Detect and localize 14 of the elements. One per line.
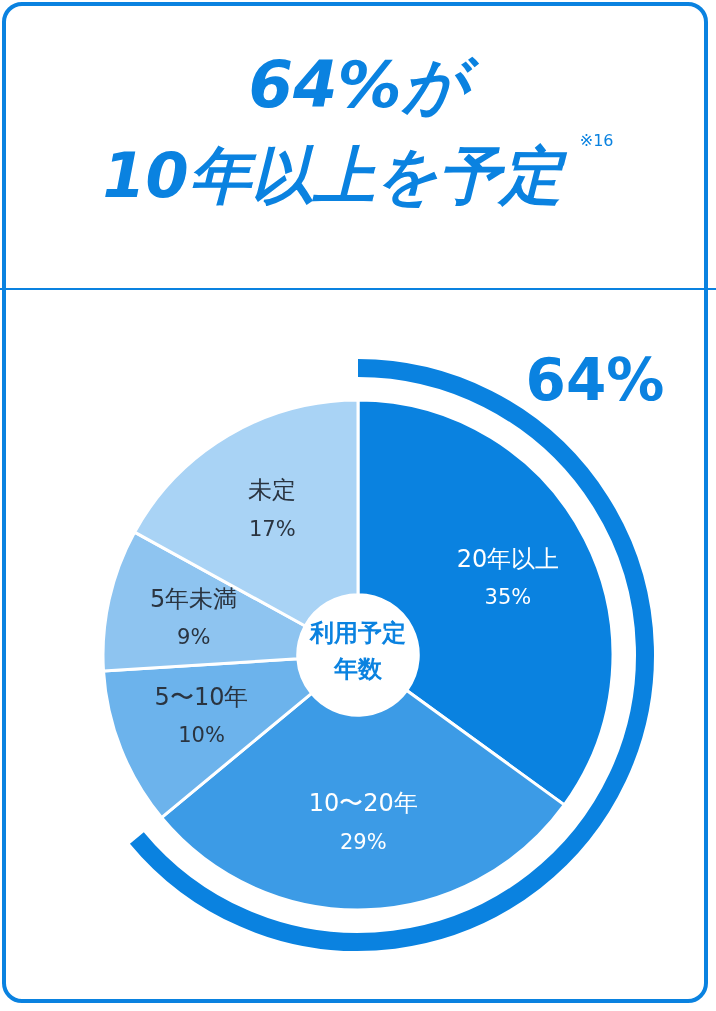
chart-title: 64%が bbox=[247, 47, 480, 124]
data-label: 17% bbox=[248, 516, 296, 541]
text: 64% bbox=[525, 346, 665, 415]
data-label: 29% bbox=[339, 829, 387, 854]
data-label: 35% bbox=[484, 585, 532, 610]
slice-label: 10〜20年 bbox=[308, 789, 418, 818]
text: ※16 bbox=[579, 131, 614, 151]
slice-label: 未定 bbox=[248, 476, 297, 505]
text: 利用予定年数 bbox=[308, 618, 407, 685]
data-label: 9% bbox=[177, 624, 211, 649]
data-label: 10% bbox=[178, 723, 225, 748]
slice-label: 5年未満 bbox=[150, 584, 238, 613]
slice-label: 5〜10年 bbox=[154, 683, 249, 712]
slice-label: 20年以上 bbox=[456, 544, 560, 573]
